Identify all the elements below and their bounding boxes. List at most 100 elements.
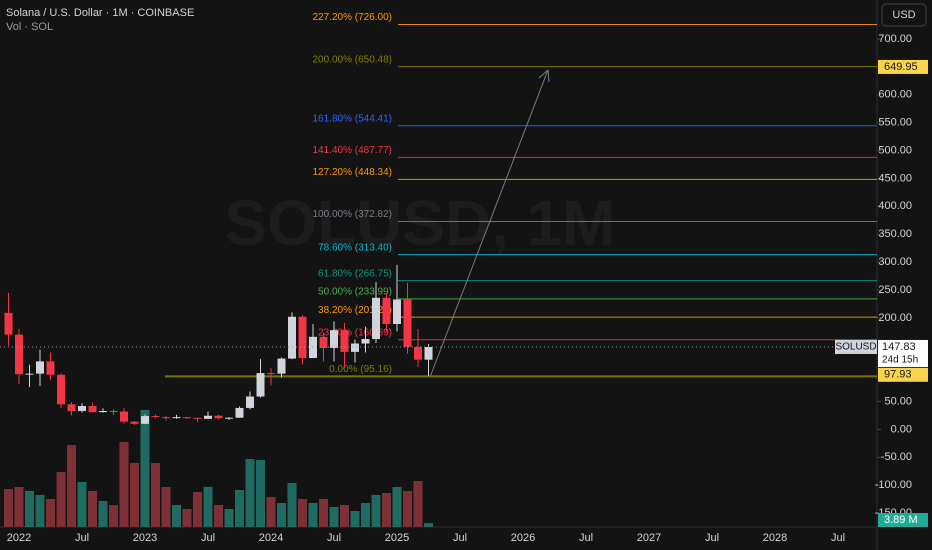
y-tick-label: 350.00 [878,228,912,240]
volume-bar [413,481,423,527]
fib-label: 141.40% (487.77) [312,145,392,156]
fib-label: 0.00% (95.16) [329,364,392,375]
volume-bar [256,460,265,527]
volume-bar [46,499,55,527]
candle-body [67,404,76,412]
candle-body [330,330,338,348]
y-tick-label: 550.00 [878,117,912,129]
currency-label[interactable]: USD [892,9,915,21]
volume-badge-label: 3.89 M [884,514,918,526]
fib-label: 78.60% (313.40) [318,242,392,253]
candle-body [340,330,349,352]
y-tick-label: 450.00 [878,172,912,184]
volume-bar [140,410,150,527]
fib-label: 200.00% (650.48) [312,54,392,65]
fib-label: 161.80% (544.41) [312,113,392,124]
candle-body [414,346,422,360]
volume-bar [77,482,87,527]
volume-bar [382,493,391,527]
volume-bar [424,523,433,527]
volume-bar [193,492,202,527]
candle-body [382,297,391,325]
volume-bar [277,503,286,527]
volume-bar [130,463,139,527]
candle-body [88,405,97,413]
x-tick-label: 2028 [763,532,787,544]
volume-bar [224,509,234,527]
x-tick-label: 2022 [7,532,31,544]
volume-bar [25,491,34,527]
candle-body [78,405,86,412]
candle-body [277,358,286,374]
candle-body [246,396,254,408]
volume-bar [403,491,412,527]
volume-bar [56,472,66,527]
x-tick-label: Jul [201,532,215,544]
chart-title: Solana / U.S. Dollar · 1M · COINBASE [6,7,194,19]
candle-body [57,374,65,405]
volume-bar [109,505,118,527]
volume-bar [14,487,24,527]
fib-label: 100.00% (372.82) [312,209,392,220]
volume-bar [319,499,328,527]
candle-body [193,417,202,419]
y-tick-label: 600.00 [878,89,912,101]
price-badge [878,339,928,367]
projection-arrow [430,69,549,377]
y-tick-label: 250.00 [878,284,912,296]
x-tick-label: 2024 [259,532,283,544]
price-badge [878,367,928,382]
candle-body [109,411,118,413]
candle-body [130,421,139,424]
x-tick-label: Jul [579,532,593,544]
volume-bar [67,445,76,527]
candle-body [361,339,370,344]
fib-label: 61.80% (266.75) [318,268,392,279]
volume-bar [88,491,97,527]
volume-bar [371,495,381,527]
y-tick-label: -50.00 [881,451,912,463]
volume-bar [119,442,129,527]
candle-body [99,411,107,413]
y-tick-label: 500.00 [878,144,912,156]
price-badge-label: 649.95 [884,61,918,73]
volume-bar [214,505,223,527]
volume-bar [392,487,402,527]
x-tick-label: Jul [831,532,845,544]
fib-label: 227.20% (726.00) [312,12,392,23]
volume-bar [35,495,45,527]
volume-bar [361,503,370,527]
arrow-head [538,69,550,83]
price-badge [878,59,928,74]
volume-bar [266,497,276,527]
candle-body [267,373,275,375]
volume-bar [350,511,360,527]
symbol-label: SOLUSD [835,342,876,353]
volume-bar [161,487,171,527]
candle-body [214,415,223,419]
candle-body [225,417,233,419]
candle-body [120,411,128,422]
price-badge-label: 147.83 [882,341,916,353]
candle-body [25,373,34,375]
candle-body [141,416,149,424]
candle-body [288,316,296,359]
symbol-badge [835,339,877,354]
candle-body [183,417,191,419]
candle-body [162,417,170,419]
volume-bar [308,503,318,527]
candle-body [36,361,44,374]
price-badge-label: 97.93 [884,369,912,381]
fib-label: 127.20% (448.34) [312,167,392,178]
volume-bar [182,509,192,527]
candle-body [151,416,160,418]
currency-button[interactable] [881,3,927,27]
candle-body [256,373,265,397]
watermark: SOLUSD, 1M [224,187,615,259]
x-tick-label: Jul [75,532,89,544]
y-tick-label: 300.00 [878,256,912,268]
y-tick-label: 0.00 [891,423,912,435]
